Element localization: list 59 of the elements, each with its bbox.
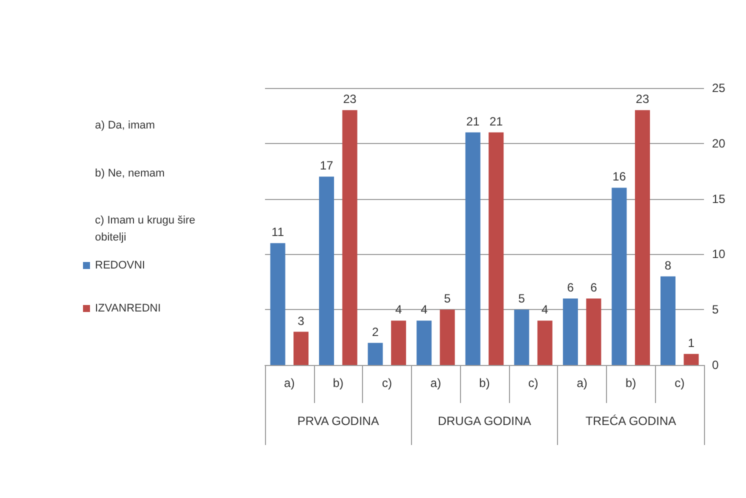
x-tick-label: a) (576, 376, 588, 390)
x-tick-label: c) (674, 376, 685, 390)
data-label: 5 (518, 292, 526, 306)
x-tick-label: b) (479, 376, 490, 390)
x-tick-label: c) (382, 376, 392, 390)
y-tick-label: 10 (712, 247, 726, 262)
bar (634, 110, 650, 365)
x-tick-label: a) (430, 376, 442, 390)
data-label: 4 (542, 302, 549, 317)
bar (562, 298, 578, 365)
bar (612, 188, 627, 365)
data-label: 4 (420, 302, 428, 317)
data-label: 3 (298, 314, 305, 328)
legend-label: IZVANREDNI (95, 302, 161, 314)
bar (294, 332, 309, 365)
data-label: 21 (466, 114, 480, 128)
bar (440, 310, 455, 365)
text: PRVA GODINA (297, 414, 379, 428)
x-tick-label: a) (284, 376, 295, 390)
bar (488, 132, 504, 365)
data-label: 4 (395, 302, 402, 317)
y-tick-label: 20 (712, 136, 726, 150)
text: a) Da, imam (95, 120, 155, 132)
data-label: 6 (590, 280, 598, 295)
x-tick-label: b) (625, 376, 636, 390)
data-label: 23 (636, 92, 650, 106)
bar (368, 342, 383, 365)
text: TREĆA GODINA (585, 414, 676, 428)
bar (586, 298, 602, 365)
data-label: 5 (444, 292, 452, 306)
x-tick-label: b) (332, 376, 344, 390)
bar (660, 276, 676, 365)
data-label: 23 (343, 92, 357, 106)
data-label: 6 (567, 280, 574, 295)
y-tick-label: 0 (712, 358, 719, 372)
x-tick-label: c) (528, 376, 538, 390)
data-label: 8 (664, 258, 672, 272)
bar (537, 320, 552, 365)
bar (684, 354, 699, 365)
bar (416, 320, 432, 365)
y-tick-label: 5 (712, 302, 719, 317)
data-label: 16 (612, 170, 626, 184)
data-label: 2 (372, 324, 379, 339)
data-label: 17 (320, 158, 334, 173)
data-label: 21 (489, 114, 504, 128)
bar (342, 110, 358, 365)
bar (270, 243, 286, 365)
bar (465, 132, 480, 365)
y-tick-label: 25 (712, 81, 726, 95)
text: DRUGA GODINA (438, 414, 532, 428)
data-label: 1 (688, 336, 695, 350)
bar (319, 176, 334, 365)
bar (391, 320, 406, 365)
data-label: 11 (272, 225, 284, 240)
legend-label: REDOVNI (95, 260, 146, 272)
y-tick-label: 15 (712, 192, 726, 206)
text: c) Imam u krugu šire obitelji (95, 214, 198, 244)
text: b) Ne, nemam (95, 168, 165, 180)
bar (514, 310, 530, 365)
